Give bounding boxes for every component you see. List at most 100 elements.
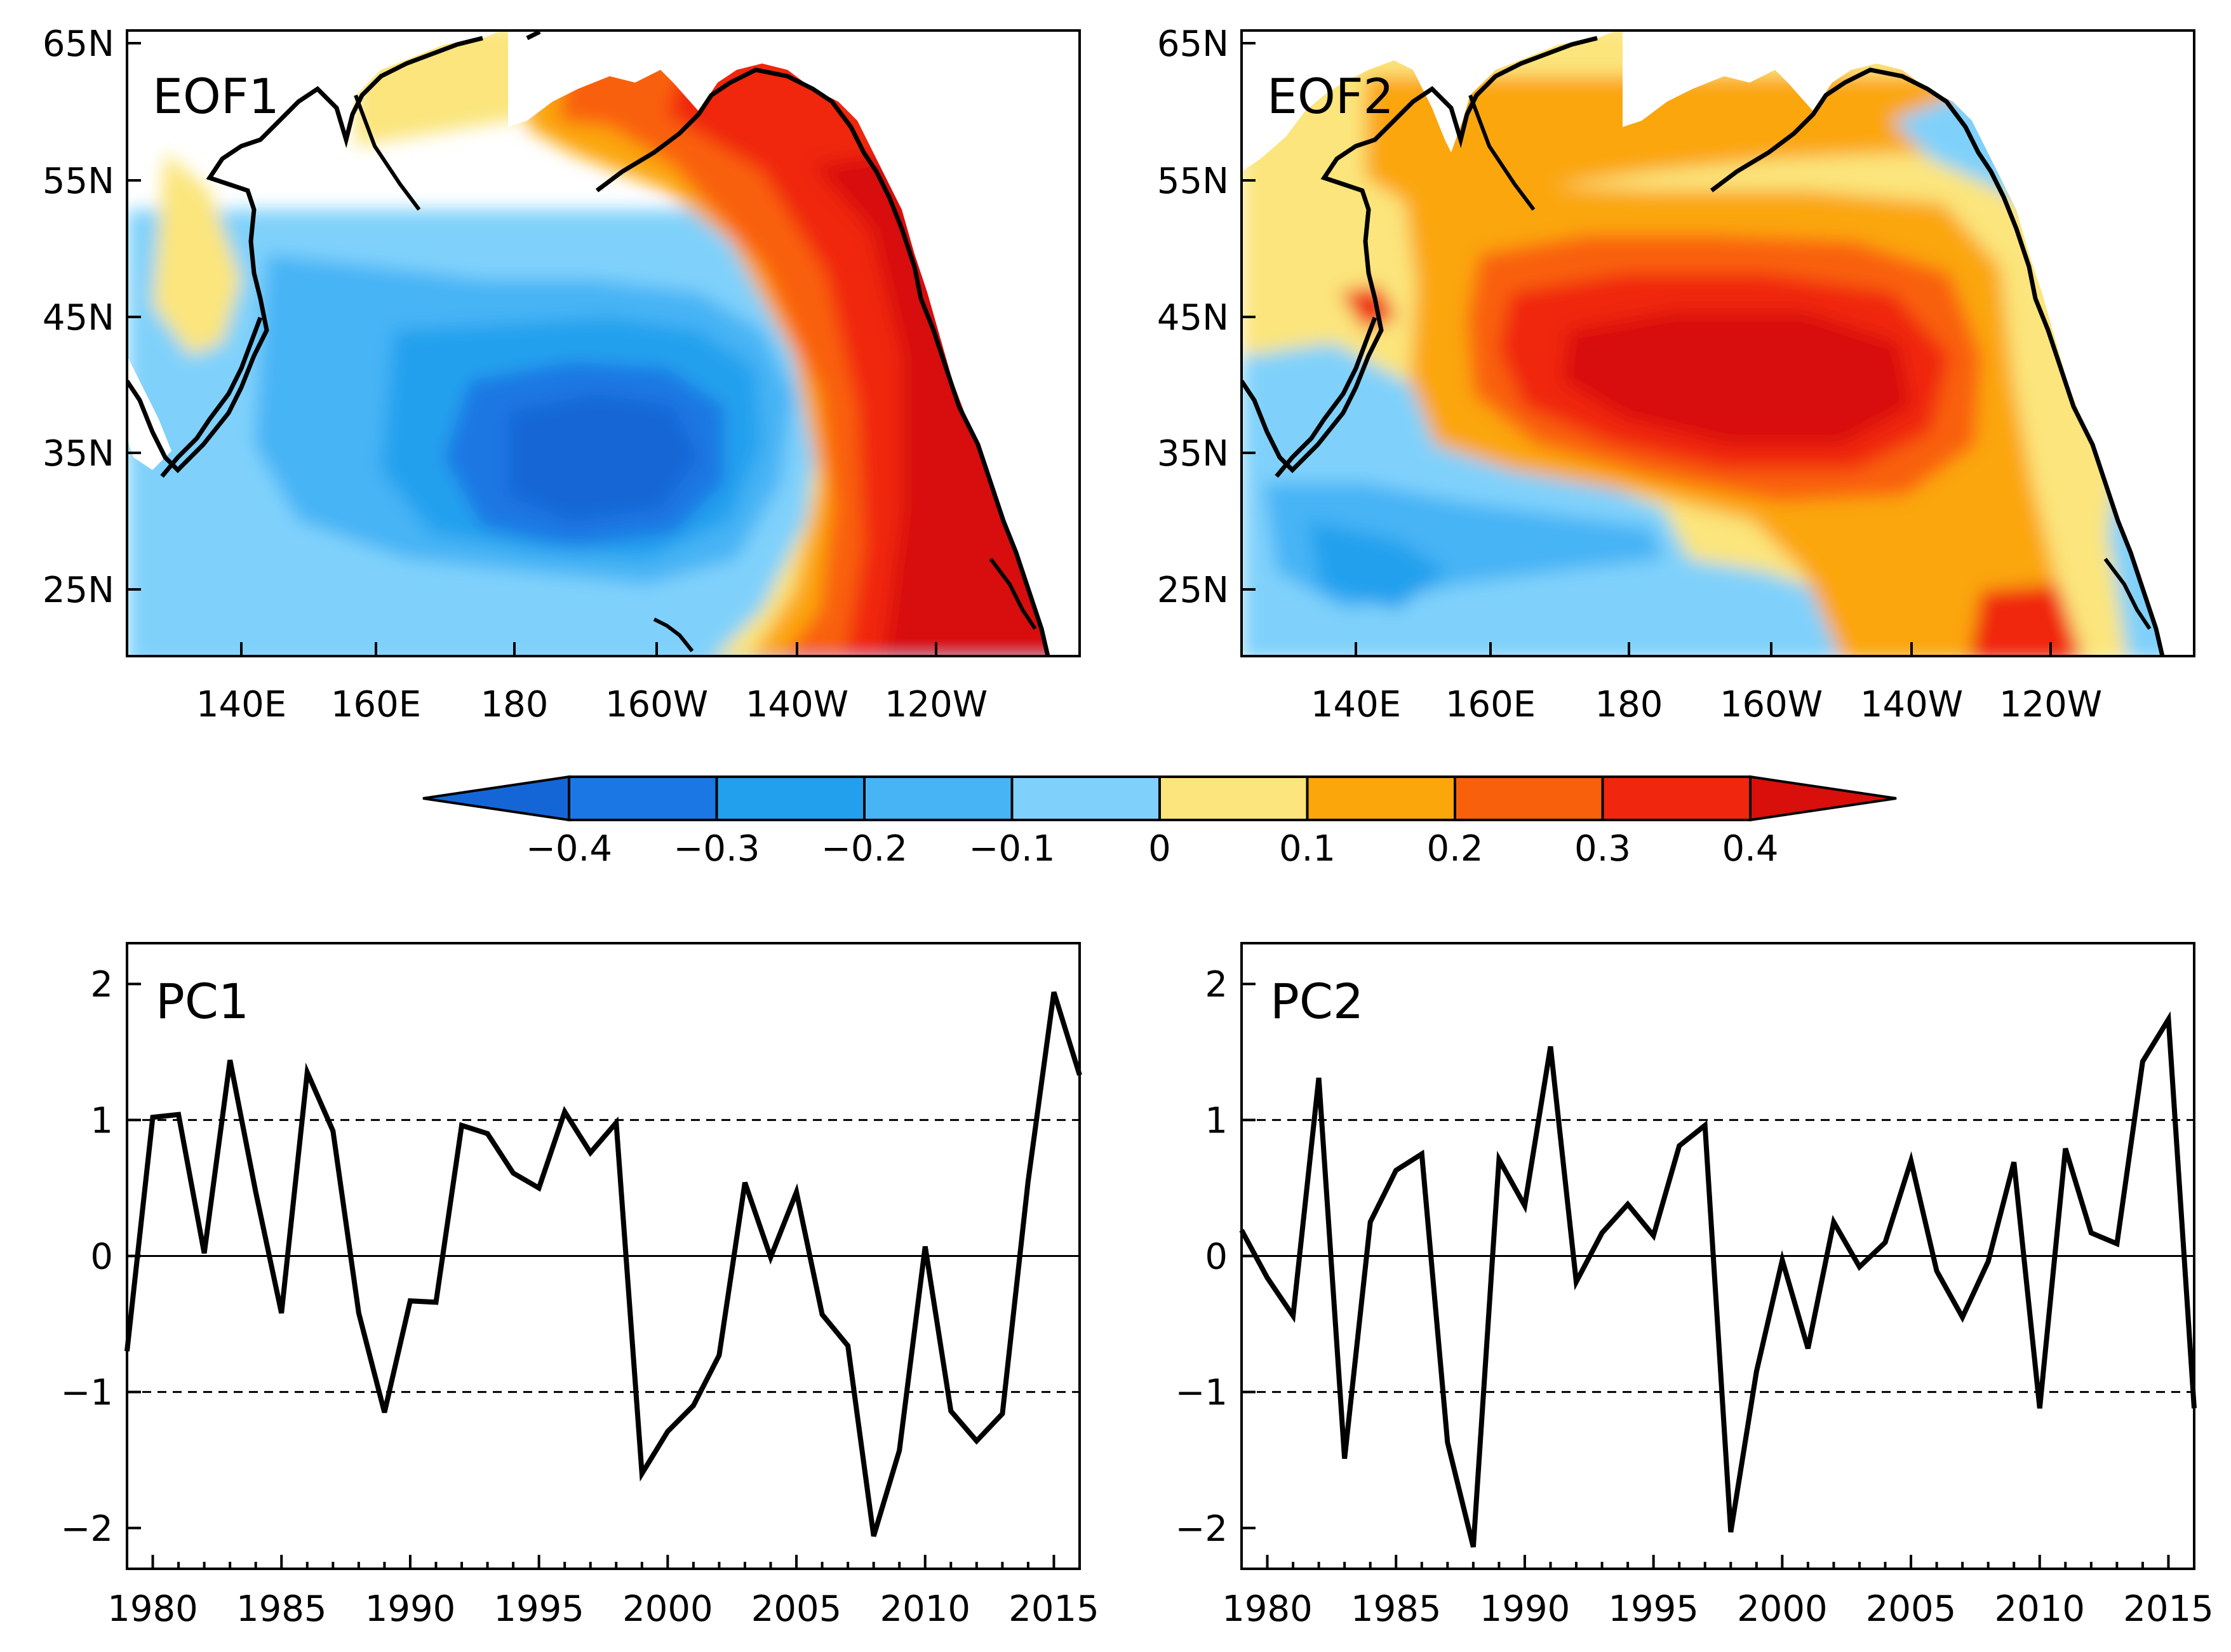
pc2-x-tick-label: 2005	[1866, 1588, 1957, 1630]
pc1-x-tick-label: 1995	[493, 1588, 584, 1630]
colorbar-tick-label: 0.2	[1426, 828, 1483, 870]
eof2-lat-label: 65N	[1157, 24, 1229, 65]
eof2-lon-label: 180	[1595, 684, 1663, 725]
colorbar-extend-low	[422, 775, 570, 822]
eof2-lon-label: 140W	[1860, 684, 1963, 725]
colorbar-extend-high	[1749, 775, 1897, 822]
eof2-lon-labels: 140E 160E 180 160W 140W 120W	[1311, 684, 2102, 725]
pc2-x-tick-label: 2010	[1994, 1588, 2085, 1630]
eof1-lon-label: 160W	[605, 684, 708, 725]
colorbar-tick-label: −0.1	[969, 828, 1055, 870]
eof2-lon-label: 140E	[1311, 684, 1401, 725]
eof1-coastline-kamchatka	[354, 94, 421, 211]
eof2-shading	[1242, 30, 2194, 656]
colorbar-box	[568, 776, 718, 821]
eof1-lat-label: 65N	[43, 24, 114, 65]
pc2-y-tick-label: −2	[1175, 1508, 1228, 1550]
pc1-x-tick-label: 2015	[1008, 1588, 1099, 1630]
eof1-land-japan	[127, 356, 171, 470]
pc2-y-tick-label: 1	[1205, 1100, 1228, 1141]
eof1-lon-label: 180	[481, 684, 549, 725]
eof2-lon-label: 160E	[1445, 684, 1536, 725]
pc2-y-tick-label: 0	[1205, 1237, 1228, 1278]
eof1-lon-ticks	[240, 642, 937, 656]
eof1-lat-label: 55N	[43, 161, 114, 202]
pc1-x-tick-label: 2000	[622, 1588, 713, 1630]
pc1-series-line	[124, 991, 1082, 1537]
colorbar-box	[1454, 776, 1604, 821]
colorbar-tick-label: −0.3	[674, 828, 760, 870]
colorbar-tick-label: 0	[1148, 828, 1171, 870]
eof2-title: EOF2	[1267, 68, 1394, 124]
eof2-coastline-baja	[2103, 558, 2152, 630]
pc1-y-tick-label: 1	[90, 1100, 113, 1141]
colorbar: −0.4 −0.3 −0.2 −0.1 0 0.1 0.2 0.3 0.4	[422, 775, 1897, 870]
eof1-coastline-baja	[989, 558, 1037, 630]
pc2-x-tick-label: 1990	[1480, 1588, 1571, 1630]
eof1-lon-label: 140E	[196, 684, 286, 725]
colorbar-box	[1158, 776, 1309, 821]
eof1-lat-label: 25N	[43, 570, 114, 611]
eof1-coastline-japan	[160, 316, 263, 478]
colorbar-tick-label: 0.4	[1722, 828, 1778, 870]
eof1-land-asia	[127, 30, 502, 171]
eof1-land-alaska	[508, 30, 1080, 656]
eof1-map-frame	[126, 29, 1081, 657]
eof2-lon-label: 120W	[1999, 684, 2102, 725]
colorbar-box	[1601, 776, 1752, 821]
pc2-y-tick-label: −1	[1175, 1373, 1228, 1414]
eof2-lon-label: 160W	[1720, 684, 1823, 725]
colorbar-tick-label: −0.2	[821, 828, 908, 870]
colorbar-box	[1010, 776, 1161, 821]
eof1-lat-label: 35N	[43, 433, 114, 474]
eof1-title: EOF1	[152, 68, 279, 124]
eof1-map-panel: EOF1 65N 55N 45N 35N 25N 140E 160E 180 1…	[43, 24, 1081, 725]
eof2-land-asia	[1242, 30, 1616, 171]
pc2-x-tick-label: 2015	[2123, 1588, 2214, 1630]
eof2-lat-label: 35N	[1157, 433, 1229, 474]
pc2-title: PC2	[1270, 973, 1363, 1030]
eof1-coastline-america	[526, 30, 1050, 656]
colorbar-tick-label: −0.4	[526, 828, 612, 870]
colorbar-tick-label: 0.3	[1574, 828, 1631, 870]
eof2-map-panel: EOF2 65N 55N 45N 35N 25N 140E 160E 180 1…	[1157, 24, 2195, 725]
colorbar-tick-label: 0.1	[1279, 828, 1336, 870]
eof2-lat-ticks	[1242, 42, 1256, 591]
pc2-y-tick-label: 2	[1205, 964, 1228, 1005]
eof1-lon-label: 120W	[885, 684, 988, 725]
eof2-lat-label: 25N	[1157, 570, 1229, 611]
eof1-lat-label: 45N	[43, 297, 114, 339]
pc2-series-line	[1239, 1011, 2197, 1548]
pc2-x-tick-label: 1995	[1608, 1588, 1699, 1630]
colorbar-box	[1306, 776, 1456, 821]
pc2-line-chart: 2 1 0 −1 −2 1980 1985 1990 1995 2000 2005 2010 2015 P…	[1175, 942, 2214, 1630]
eof2-land-alaska	[1623, 30, 2194, 656]
eof2-lat-labels: 65N 55N 45N 35N 25N	[1157, 24, 1229, 611]
eof2-lat-label: 55N	[1157, 161, 1229, 202]
pc1-x-tick-label: 1985	[236, 1588, 327, 1630]
eof1-shading	[127, 30, 1080, 656]
eof2-coastline-japan	[1275, 316, 1377, 478]
pc2-x-tick-label: 2000	[1737, 1588, 1828, 1630]
eof1-lat-labels: 65N 55N 45N 35N 25N	[43, 24, 114, 611]
eof2-lat-label: 45N	[1157, 297, 1229, 339]
pc2-x-tick-label: 1980	[1222, 1588, 1313, 1630]
colorbar-box	[863, 776, 1014, 821]
eof1-lon-label: 160E	[331, 684, 421, 725]
pc1-y-tick-label: 0	[90, 1237, 113, 1278]
pc1-y-tick-label: 2	[90, 964, 113, 1005]
eof1-lat-ticks	[127, 42, 141, 591]
pc1-x-tick-label: 2010	[880, 1588, 970, 1630]
pc1-y-tick-label: −2	[60, 1508, 113, 1550]
eof2-coastline-kamchatka	[1468, 94, 1536, 211]
pc1-y-tick-label: −1	[60, 1373, 113, 1414]
eof1-lon-label: 140W	[746, 684, 848, 725]
eof2-lon-ticks	[1355, 642, 2052, 656]
colorbar-box	[715, 776, 866, 821]
pc1-x-tick-label: 1980	[107, 1588, 198, 1630]
eof2-coastline-america	[1710, 67, 2165, 656]
eof1-coastline-hawaii	[653, 617, 694, 652]
pc2-x-tick-label: 1985	[1351, 1588, 1442, 1630]
eof2-map-frame	[1240, 29, 2195, 657]
